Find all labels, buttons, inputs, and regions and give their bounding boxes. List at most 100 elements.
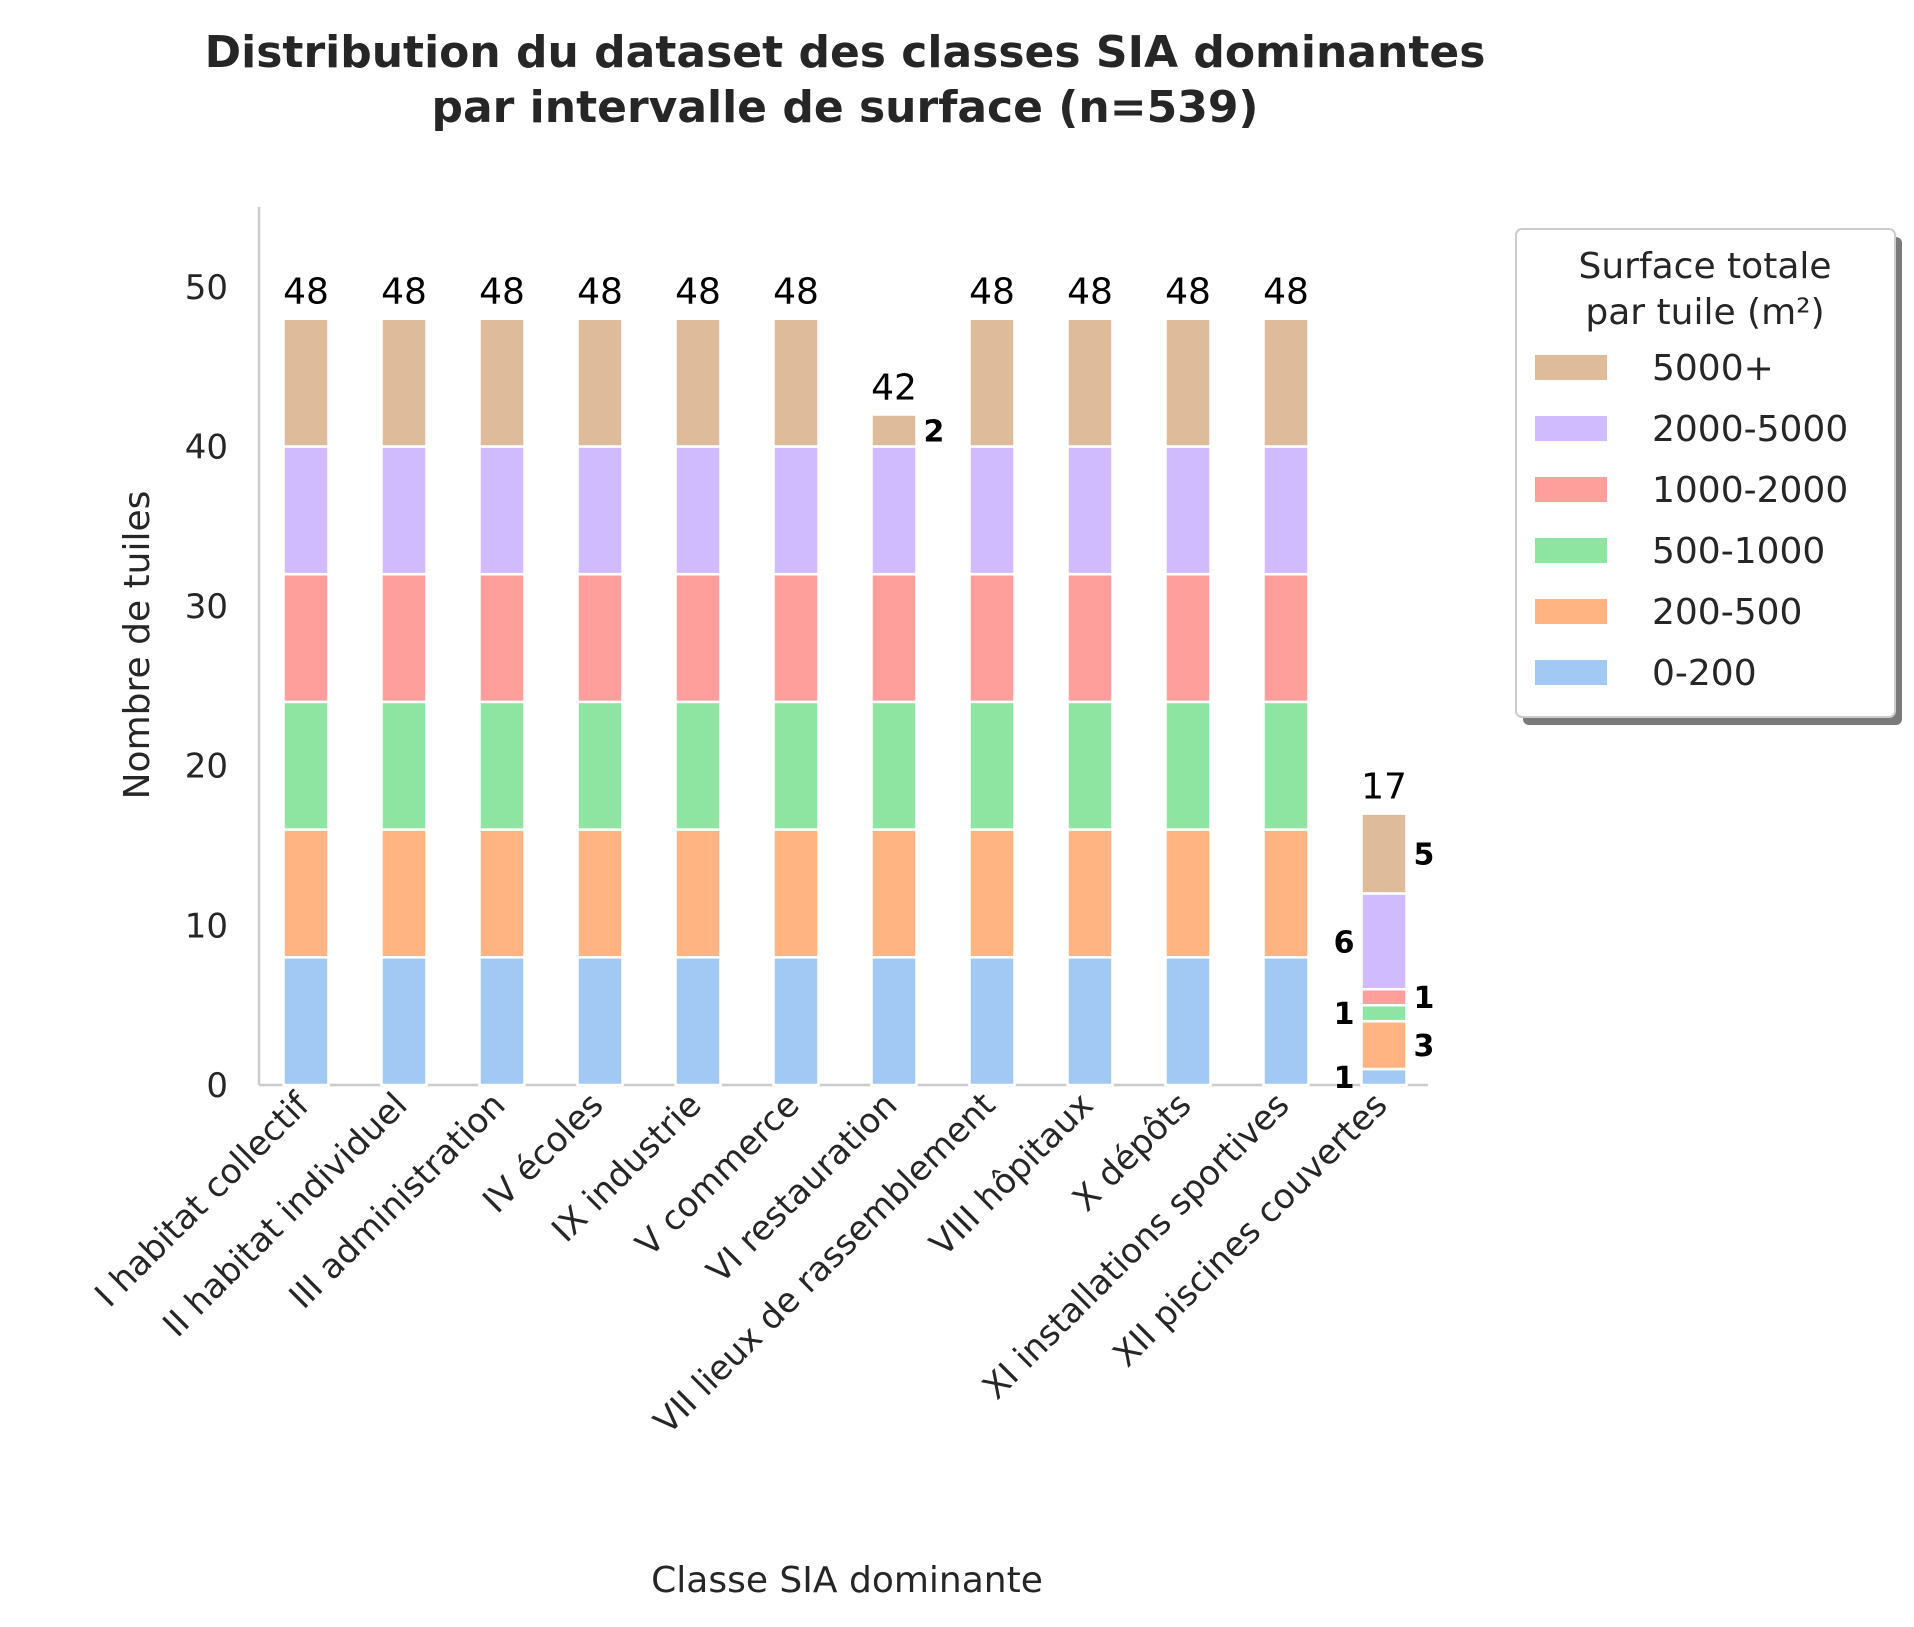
bar-segment-5000	[1262, 317, 1310, 448]
legend-title-line2: par tuile (m²)	[1585, 292, 1824, 333]
bar-total-label: 17	[1361, 767, 1407, 808]
bar-segment-200-500	[1164, 828, 1212, 959]
bar-segment-5000	[380, 317, 428, 448]
bar-total-label: 48	[283, 272, 329, 313]
bar-segment-5000	[1164, 317, 1212, 448]
bar-total-label: 48	[675, 272, 721, 313]
bar-segment-1000-2000	[1360, 987, 1408, 1007]
bar-segment-0-200	[870, 956, 918, 1087]
y-tick-label: 20	[185, 747, 228, 787]
bar-segment-1000-2000	[870, 572, 918, 704]
bar-segment-0-200	[772, 956, 820, 1087]
bar-segment-1000-2000	[772, 572, 820, 704]
bar-segment-0-200	[1360, 1067, 1408, 1087]
y-tick-label: 40	[185, 427, 228, 467]
chart-title-line2: par intervalle de surface (n=539)	[431, 82, 1258, 133]
legend-swatch-2000-5000	[1535, 416, 1607, 441]
bar-segment-2000-5000	[478, 445, 526, 576]
y-tick-label: 30	[185, 587, 228, 627]
y-axis-label: Nombre de tuiles	[117, 491, 158, 800]
bar-segment-500-1000	[674, 700, 722, 831]
bar-segment-200-500	[1262, 828, 1310, 959]
legend-swatch-1000-2000	[1535, 477, 1607, 502]
bar-segment-2000-5000	[282, 445, 330, 576]
bar-segment-200-500	[380, 828, 428, 959]
bar-total-label: 42	[871, 368, 917, 409]
bar-total-label: 48	[381, 272, 427, 313]
bar-segment-500-1000	[1360, 1003, 1408, 1023]
bar-segment-2000-5000	[1360, 892, 1408, 991]
bar-segment-0-200	[478, 956, 526, 1087]
bar-segment-5000	[870, 413, 918, 448]
bar-total-label: 48	[1165, 272, 1211, 313]
bar-segment-200-500	[282, 828, 330, 959]
bar-segment-1000-2000	[576, 572, 624, 704]
segment-value-label: 1	[1334, 997, 1355, 1032]
x-axis-label: Classe SIA dominante	[651, 1560, 1043, 1601]
segment-value-label: 1	[1414, 981, 1435, 1016]
legend-swatch-200-500	[1535, 599, 1607, 624]
bar-segment-500-1000	[478, 700, 526, 831]
chart-title-line1: Distribution du dataset des classes SIA …	[205, 27, 1486, 78]
bar-segment-5000	[1360, 812, 1408, 895]
legend-box	[1515, 228, 1896, 718]
bar-segment-200-500	[576, 828, 624, 959]
legend-label-0-200: 0-200	[1652, 653, 1757, 694]
bar-segment-200-500	[1066, 828, 1114, 959]
y-tick-label: 50	[185, 268, 228, 308]
legend-title-line1: Surface totale	[1578, 246, 1831, 287]
bar-segment-500-1000	[576, 700, 624, 831]
bar-segment-2000-5000	[1066, 445, 1114, 576]
segment-value-label: 6	[1334, 925, 1355, 960]
bar-segment-500-1000	[1066, 700, 1114, 831]
bar-total-label: 48	[773, 272, 819, 313]
bar-total-label: 48	[1067, 272, 1113, 313]
bar-segment-0-200	[968, 956, 1016, 1087]
segment-value-label: 5	[1414, 838, 1435, 873]
segment-value-label: 3	[1414, 1029, 1435, 1064]
legend-label-2000-5000: 2000-5000	[1652, 409, 1848, 450]
bar-segment-200-500	[772, 828, 820, 959]
bar-segment-1000-2000	[282, 572, 330, 704]
segment-value-label: 2	[924, 414, 945, 449]
bar-segment-500-1000	[282, 700, 330, 831]
bar-segment-2000-5000	[772, 445, 820, 576]
bar-segment-200-500	[674, 828, 722, 959]
bar-segment-5000	[772, 317, 820, 448]
bar-segment-5000	[576, 317, 624, 448]
legend-label-5000: 5000+	[1652, 348, 1774, 389]
bar-segment-500-1000	[870, 700, 918, 831]
bar-segment-5000	[674, 317, 722, 448]
bar-segment-0-200	[576, 956, 624, 1087]
bar-segment-500-1000	[968, 700, 1016, 831]
bar-segment-1000-2000	[674, 572, 722, 704]
bar-segment-5000	[478, 317, 526, 448]
bar-total-label: 48	[479, 272, 525, 313]
bar-segment-5000	[282, 317, 330, 448]
bar-segment-1000-2000	[968, 572, 1016, 704]
bar-total-label: 48	[577, 272, 623, 313]
bar-segment-5000	[1066, 317, 1114, 448]
bar-segment-2000-5000	[380, 445, 428, 576]
bar-total-label: 48	[1263, 272, 1309, 313]
bar-segment-2000-5000	[1164, 445, 1212, 576]
bar-segment-1000-2000	[1164, 572, 1212, 704]
legend-swatch-5000	[1535, 355, 1607, 380]
bar-segment-0-200	[282, 956, 330, 1087]
bar-segment-2000-5000	[968, 445, 1016, 576]
bar-segment-0-200	[380, 956, 428, 1087]
bar-segment-0-200	[1066, 956, 1114, 1087]
y-tick-label: 10	[185, 906, 228, 946]
bar-segment-2000-5000	[674, 445, 722, 576]
bar-segment-1000-2000	[1262, 572, 1310, 704]
bar-segment-500-1000	[772, 700, 820, 831]
bar-segment-200-500	[1360, 1019, 1408, 1071]
bar-segment-200-500	[870, 828, 918, 959]
bar-segment-1000-2000	[380, 572, 428, 704]
legend-swatch-500-1000	[1535, 538, 1607, 563]
y-tick-label: 0	[206, 1066, 228, 1106]
bar-segment-0-200	[674, 956, 722, 1087]
